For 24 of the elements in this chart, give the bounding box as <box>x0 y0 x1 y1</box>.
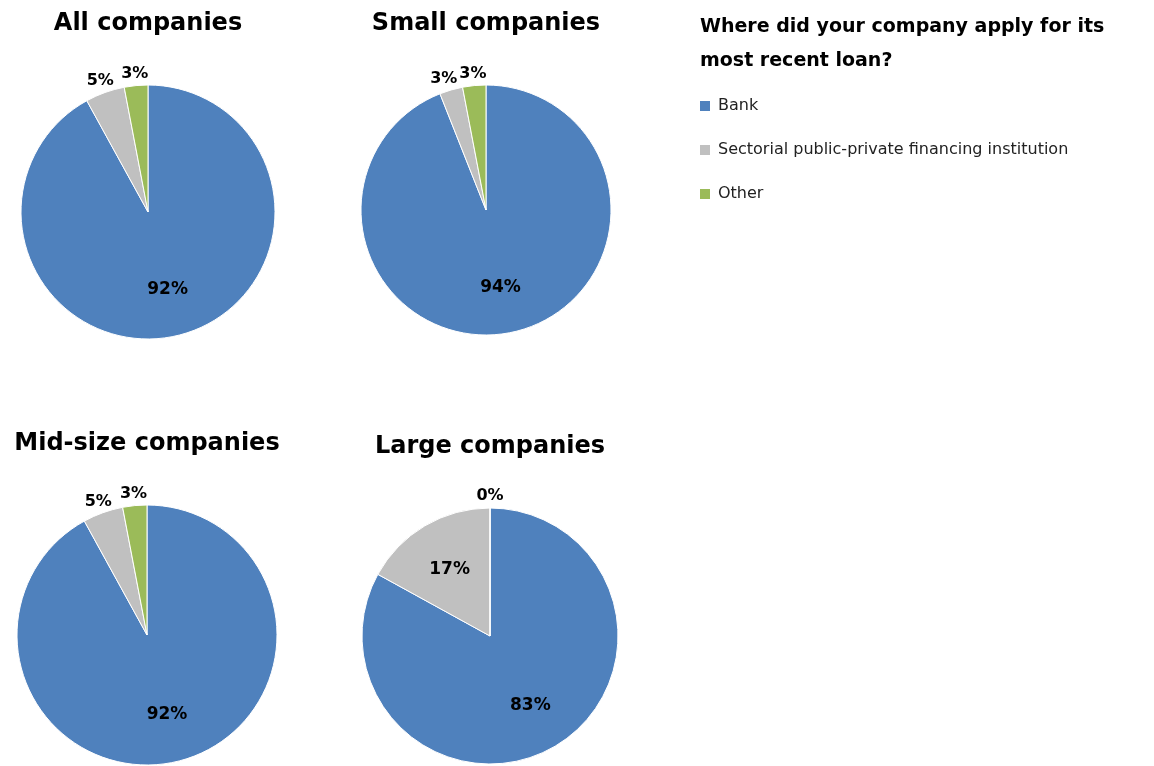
data-label: 3% <box>430 67 458 87</box>
legend-title: Where did your company apply for its most recent loan? <box>700 14 1105 70</box>
legend-label: Other <box>718 183 764 202</box>
data-label: 3% <box>459 62 487 82</box>
data-label: 3% <box>121 62 149 82</box>
data-label: 17% <box>429 557 470 578</box>
data-label: 5% <box>86 70 114 90</box>
pie-slice <box>360 84 612 336</box>
chart-title: Mid-size companies <box>14 428 280 456</box>
data-label: 94% <box>480 276 521 297</box>
chart-title: Small companies <box>371 8 601 36</box>
data-label: 83% <box>510 694 551 715</box>
pie-slice <box>20 84 276 340</box>
data-label: 92% <box>147 278 188 299</box>
data-label: 3% <box>119 482 148 502</box>
chart-title: All companies <box>53 8 243 36</box>
pie-slice <box>361 507 619 765</box>
pie-slice <box>16 504 278 766</box>
text: 0% <box>476 485 504 504</box>
legend-label: Bank <box>718 95 759 114</box>
data-label: 5% <box>84 490 112 510</box>
legend-label: Sectorial public-private financing institution <box>718 139 1069 158</box>
data-label: 92% <box>146 703 188 724</box>
chart-title: Large companies <box>374 431 606 459</box>
